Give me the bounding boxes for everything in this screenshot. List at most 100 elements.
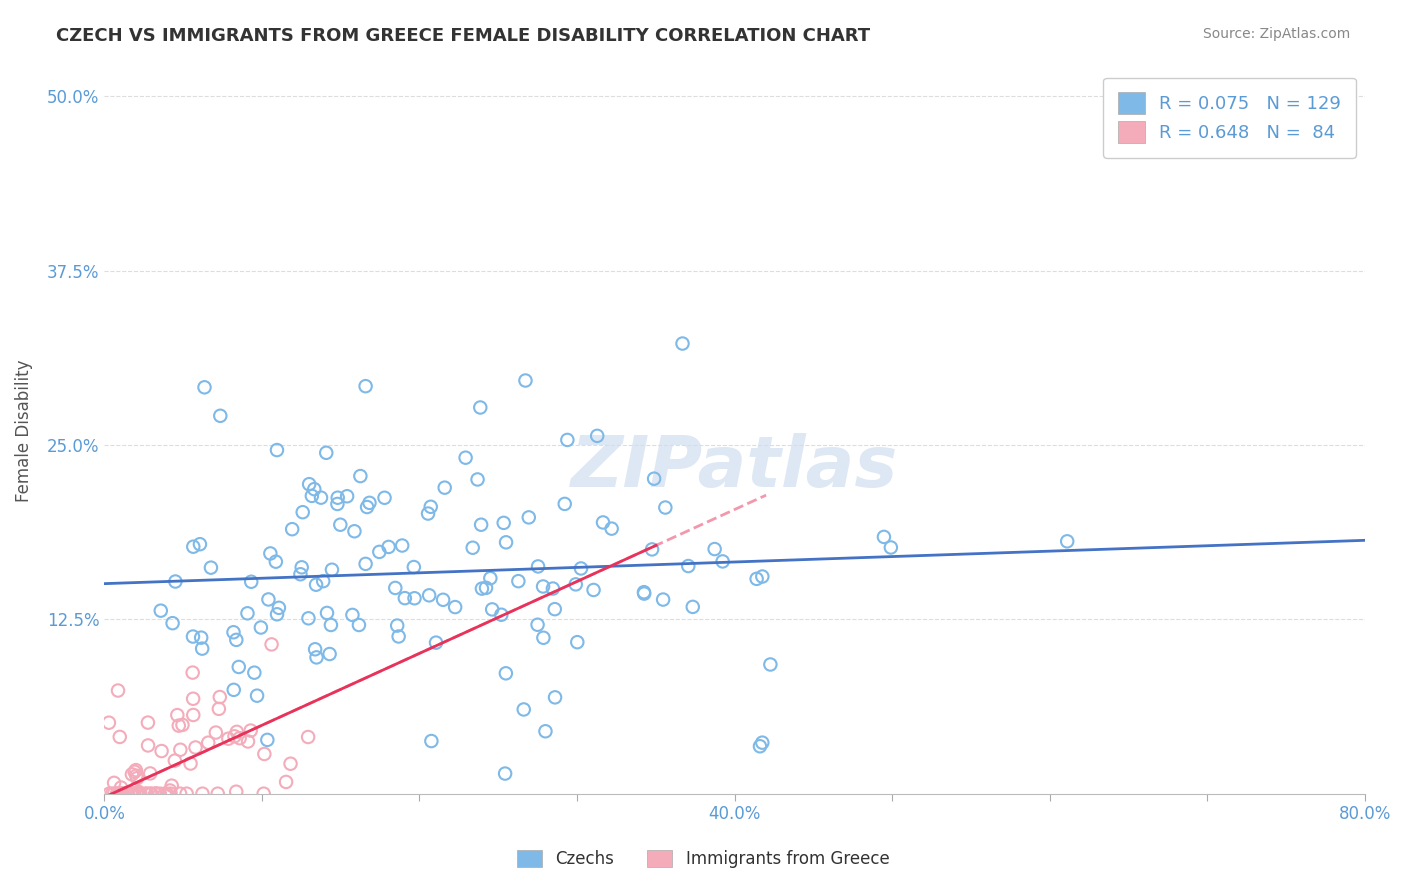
Point	[200, 560, 222, 574]
Point	[176, 787, 198, 801]
Point	[557, 433, 579, 447]
Point	[112, 787, 135, 801]
Point	[250, 620, 273, 634]
Point	[239, 723, 262, 738]
Text: ZIPatlas: ZIPatlas	[571, 433, 898, 502]
Point	[531, 631, 554, 645]
Point	[281, 522, 304, 536]
Legend: Czechs, Immigrants from Greece: Czechs, Immigrants from Greece	[510, 843, 896, 875]
Point	[193, 380, 215, 394]
Point	[318, 647, 340, 661]
Point	[274, 775, 297, 789]
Point	[108, 787, 131, 801]
Point	[115, 787, 138, 801]
Point	[404, 591, 426, 606]
Point	[394, 591, 416, 606]
Point	[508, 574, 530, 589]
Point	[527, 559, 550, 574]
Point	[110, 780, 132, 795]
Point	[582, 582, 605, 597]
Point	[111, 787, 134, 801]
Point	[188, 537, 211, 551]
Point	[181, 540, 204, 554]
Point	[160, 779, 183, 793]
Point	[678, 559, 700, 574]
Point	[181, 691, 204, 706]
Point	[425, 635, 447, 649]
Point	[531, 579, 554, 593]
Point	[564, 577, 586, 591]
Point	[495, 535, 517, 549]
Point	[169, 787, 191, 801]
Point	[97, 715, 120, 730]
Point	[419, 500, 441, 514]
Point	[103, 776, 125, 790]
Point	[534, 724, 557, 739]
Point	[150, 744, 173, 758]
Point	[135, 787, 157, 801]
Point	[228, 731, 250, 746]
Point	[600, 522, 623, 536]
Point	[180, 756, 202, 771]
Point	[641, 542, 664, 557]
Point	[749, 739, 772, 754]
Point	[197, 736, 219, 750]
Point	[444, 600, 467, 615]
Point	[120, 787, 142, 801]
Point	[260, 637, 283, 651]
Point	[117, 787, 139, 801]
Point	[391, 539, 413, 553]
Point	[416, 507, 439, 521]
Point	[305, 650, 328, 665]
Point	[454, 450, 477, 465]
Point	[652, 592, 675, 607]
Point	[368, 545, 391, 559]
Point	[541, 582, 564, 596]
Point	[228, 660, 250, 674]
Point	[259, 546, 281, 560]
Point	[479, 571, 502, 585]
Point	[256, 732, 278, 747]
Point	[494, 766, 516, 780]
Point	[139, 766, 162, 780]
Point	[246, 689, 269, 703]
Point	[711, 554, 734, 568]
Point	[305, 578, 328, 592]
Point	[149, 787, 172, 801]
Point	[225, 785, 247, 799]
Point	[336, 489, 359, 503]
Point	[240, 574, 263, 589]
Point	[120, 787, 142, 801]
Point	[682, 599, 704, 614]
Point	[208, 702, 231, 716]
Point	[326, 497, 349, 511]
Point	[544, 602, 567, 616]
Point	[136, 739, 159, 753]
Point	[513, 702, 536, 716]
Point	[253, 747, 276, 761]
Point	[266, 443, 288, 458]
Point	[280, 756, 302, 771]
Point	[162, 616, 184, 631]
Point	[569, 561, 592, 575]
Point	[586, 429, 609, 443]
Point	[671, 336, 693, 351]
Point	[136, 715, 159, 730]
Point	[515, 374, 537, 388]
Point	[420, 734, 443, 748]
Point	[143, 787, 166, 801]
Point	[124, 764, 146, 779]
Point	[257, 592, 280, 607]
Point	[304, 642, 326, 657]
Point	[359, 496, 381, 510]
Point	[191, 641, 214, 656]
Point	[120, 787, 142, 801]
Point	[224, 729, 246, 743]
Point	[880, 541, 903, 555]
Point	[319, 618, 342, 632]
Point	[432, 592, 454, 607]
Point	[343, 524, 366, 539]
Point	[108, 730, 131, 744]
Point	[492, 516, 515, 530]
Point	[107, 683, 129, 698]
